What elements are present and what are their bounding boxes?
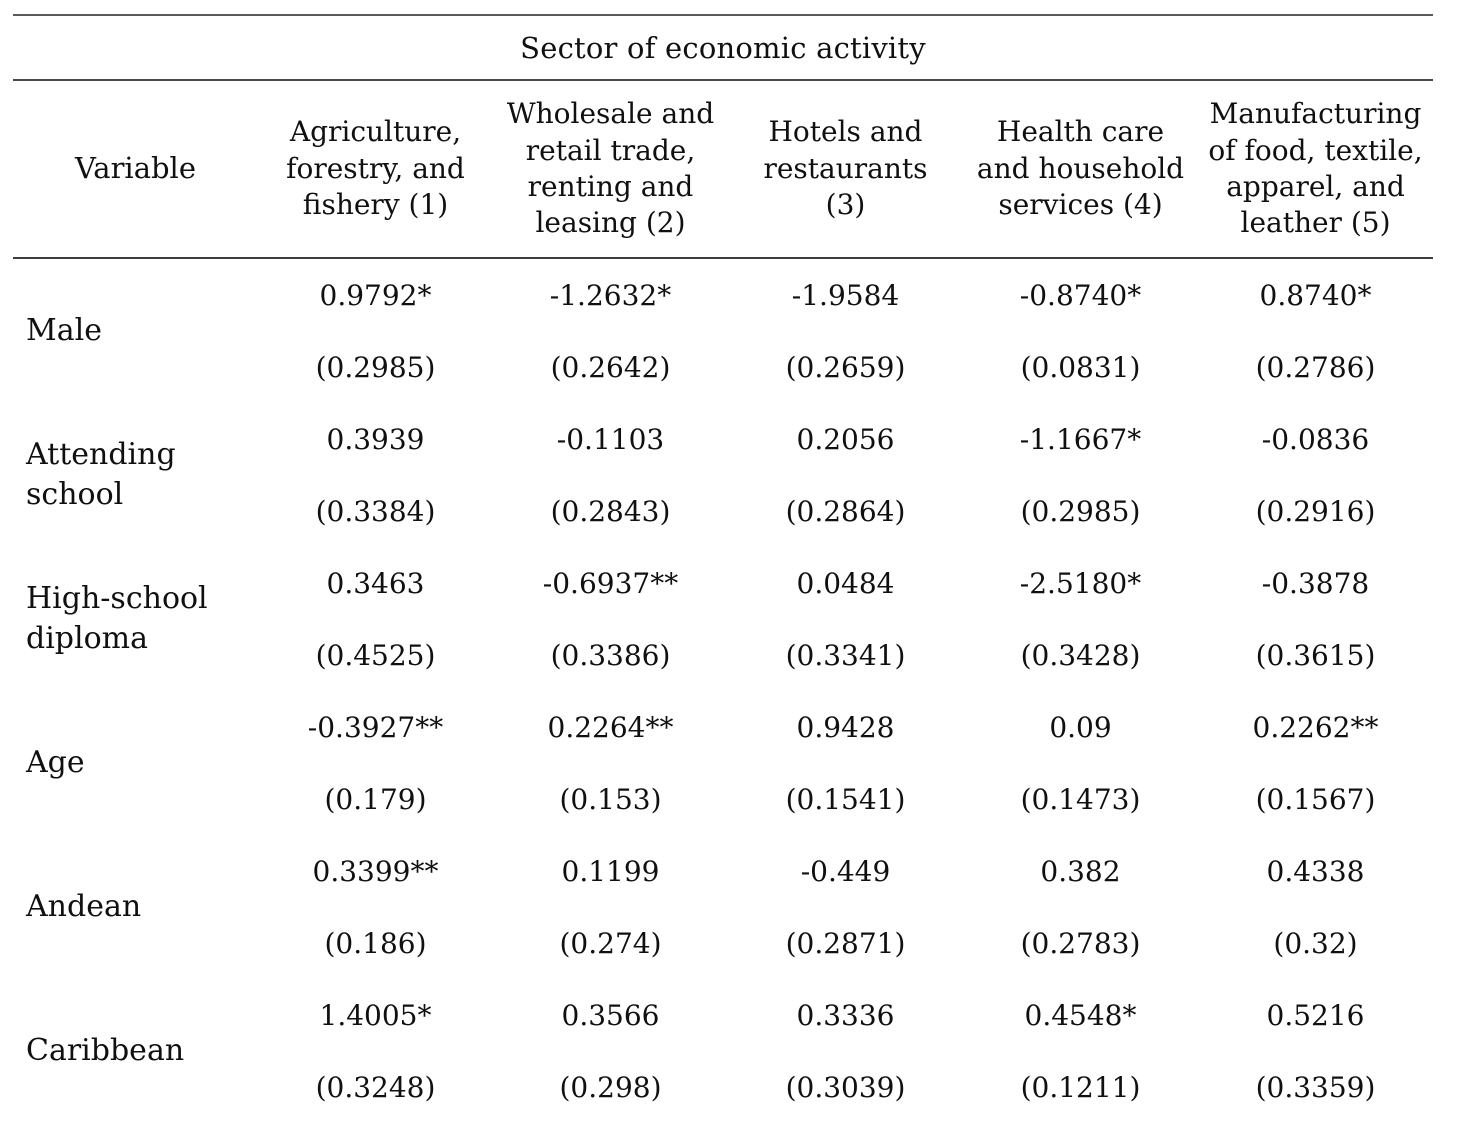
stderr-cell: (0.186) [324,926,427,960]
stderr-cell: (0.179) [324,782,427,816]
stderr-cell: (0.274) [559,926,662,960]
stderr-cell: (0.298) [559,1070,662,1104]
coefficient-cell: -0.1103 [556,422,665,456]
coefficient-cell: 0.382 [1040,854,1121,888]
coefficient-cell: 0.09 [1049,710,1112,744]
coefficient-row: Caribbean 1.4005* 0.3566 0.3336 0.4548* 0.521… [13,979,1433,1068]
column-header-4: Health care and household services (4) [963,80,1198,259]
stderr-cell: (0.3386) [550,638,671,672]
coefficient-cell: 0.3399** [312,854,439,888]
stderr-cell: (0.3615) [1255,638,1376,672]
coefficient-row: Andean 0.3399** 0.1199 -0.449 0.382 0.4338 [13,835,1433,924]
coefficient-cell: 0.4548* [1024,998,1137,1032]
variable-label: High-school diploma [26,580,208,657]
column-header-row: Variable Agriculture, forestry, and fish… [13,80,1434,259]
stderr-cell: (0.1541) [785,782,906,816]
coefficient-cell: 1.4005* [319,998,432,1032]
coefficient-row: Age -0.3927** 0.2264** 0.9428 0.09 0.2262** [13,691,1433,780]
std-error-row: (0.2985) (0.2642) (0.2659) (0.0831) (0.2786) [13,331,1433,403]
coefficient-cell: 0.3336 [796,998,895,1032]
stderr-cell: (0.0831) [1020,350,1141,384]
coefficient-row: Male 0.9792* -1.2632* -1.9584 -0.8740* 0.8740… [13,258,1433,348]
std-error-row: (0.3248) (0.298) (0.3039) (0.1211) (0.3359) [13,1051,1433,1123]
variable-label: Male [26,312,102,348]
stderr-cell: (0.2916) [1255,494,1376,528]
stderr-cell: (0.2864) [785,494,906,528]
coefficient-cell: -0.8740* [1019,278,1142,312]
regression-table: Sector of economic activity Variable Agr… [13,14,1434,1123]
stderr-cell: (0.2985) [315,350,436,384]
coefficient-cell: 0.1199 [561,854,660,888]
stderr-cell: (0.3248) [315,1070,436,1104]
coefficient-cell: -0.3878 [1261,566,1370,600]
coefficient-cell: -1.9584 [791,278,900,312]
variable-label: Andean [26,888,142,924]
coefficient-row: Attending school 0.3939 -0.1103 0.2056 -1.16… [13,403,1433,513]
column-header-variable: Variable [13,80,258,259]
std-error-row: (0.4525) (0.3386) (0.3341) (0.3428) (0.3615) [13,619,1433,691]
coefficient-cell: 0.8740* [1259,278,1372,312]
coefficient-cell: -1.1667* [1019,422,1142,456]
spanner-row: Sector of economic activity [13,14,1434,81]
stderr-cell: (0.3039) [785,1070,906,1104]
coefficient-cell: 0.0484 [796,566,895,600]
coefficient-cell: -0.3927** [307,710,444,744]
coefficient-cell: 0.3463 [326,566,425,600]
stderr-cell: (0.2642) [550,350,671,384]
std-error-row: (0.186) (0.274) (0.2871) (0.2783) (0.32) [13,907,1433,979]
coefficient-cell: 0.4338 [1266,854,1365,888]
stderr-cell: (0.3384) [315,494,436,528]
stderr-cell: (0.3359) [1255,1070,1376,1104]
table-body: Male 0.9792* -1.2632* -1.9584 -0.8740* 0.8740… [13,258,1433,1123]
stderr-cell: (0.3428) [1020,638,1141,672]
table-spanner-title: Sector of economic activity [13,14,1434,81]
std-error-row: (0.3384) (0.2843) (0.2864) (0.2985) (0.2916) [13,475,1433,547]
coefficient-cell: -2.5180* [1019,566,1142,600]
column-header-5: Manufacturing of food, textile, apparel,… [1198,80,1434,259]
coefficient-cell: -0.0836 [1261,422,1370,456]
coefficient-cell: 0.3566 [561,998,660,1032]
coefficient-cell: -1.2632* [549,278,672,312]
coefficient-cell: -0.449 [800,854,891,888]
variable-label: Caribbean [26,1032,185,1068]
stderr-cell: (0.2843) [550,494,671,528]
stderr-cell: (0.2659) [785,350,906,384]
stderr-cell: (0.1211) [1020,1070,1141,1104]
coefficient-cell: 0.9792* [319,278,432,312]
column-header-1: Agriculture, forestry, and fishery (1) [258,80,493,259]
coefficient-cell: -0.6937** [542,566,679,600]
stderr-cell: (0.1567) [1255,782,1376,816]
stderr-cell: (0.3341) [785,638,906,672]
coefficient-cell: 0.9428 [796,710,895,744]
stderr-cell: (0.32) [1273,926,1358,960]
stderr-cell: (0.4525) [315,638,436,672]
stderr-cell: (0.2783) [1020,926,1141,960]
coefficient-cell: 0.3939 [326,422,425,456]
coefficient-cell: 0.2056 [796,422,895,456]
stderr-cell: (0.2786) [1255,350,1376,384]
stderr-cell: (0.2871) [785,926,906,960]
coefficient-cell: 0.2262** [1252,710,1379,744]
column-header-2: Wholesale and retail trade, renting and … [493,80,728,259]
coefficient-cell: 0.5216 [1266,998,1365,1032]
coefficient-row: High-school diploma 0.3463 -0.6937** 0.0484… [13,547,1433,657]
stderr-cell: (0.1473) [1020,782,1141,816]
coefficient-cell: 0.2264** [547,710,674,744]
std-error-row: (0.179) (0.153) (0.1541) (0.1473) (0.1567) [13,763,1433,835]
column-header-3: Hotels and restaurants (3) [728,80,963,259]
stderr-cell: (0.2985) [1020,494,1141,528]
variable-label: Age [26,744,85,780]
variable-label: Attending school [26,436,176,513]
stderr-cell: (0.153) [559,782,662,816]
